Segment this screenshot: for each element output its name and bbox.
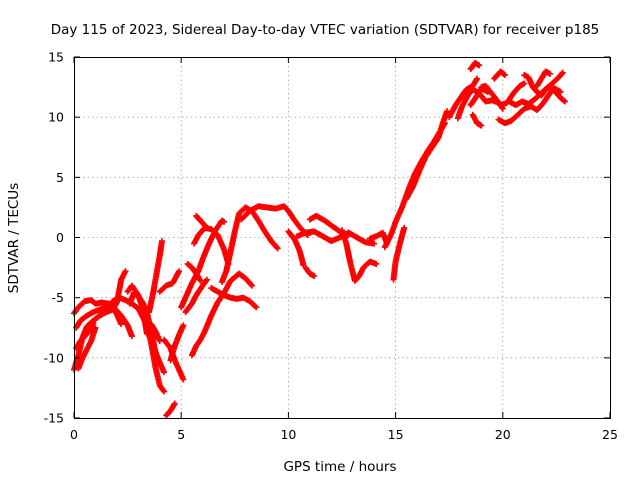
data-point: [253, 304, 260, 311]
y-tick-label: -15: [44, 411, 64, 426]
data-point: [273, 244, 280, 251]
data-track: [124, 282, 163, 344]
y-tick-label: 5: [56, 170, 64, 185]
data-point: [180, 322, 187, 329]
data-point: [203, 223, 210, 230]
data-track: [469, 111, 485, 129]
data-point: [180, 376, 187, 383]
data-track: [403, 108, 451, 202]
data-track: [534, 68, 553, 89]
data-point: [197, 277, 204, 284]
data-track: [193, 212, 210, 231]
y-axis-title: SDTVAR / TECUs: [6, 183, 22, 293]
data-track: [302, 264, 318, 280]
data-track: [75, 324, 99, 372]
data-track: [167, 322, 187, 364]
data-point: [118, 321, 125, 328]
data-point: [161, 388, 168, 395]
data-track: [184, 260, 204, 284]
data-point: [444, 108, 451, 115]
data-point: [561, 98, 568, 105]
y-tick-label: 0: [56, 230, 64, 245]
data-point: [500, 71, 507, 78]
data-point: [248, 281, 255, 288]
data-point: [171, 400, 178, 407]
data-point: [158, 238, 165, 245]
data-point: [559, 69, 566, 76]
data-track: [182, 276, 210, 316]
data-point: [92, 324, 99, 331]
y-tick-label: 15: [48, 50, 64, 65]
data-points: [71, 60, 568, 419]
data-track: [156, 268, 183, 295]
data-point: [345, 232, 352, 239]
data-track: [491, 68, 508, 82]
data-track: [339, 227, 380, 284]
data-point: [128, 333, 135, 340]
data-point: [203, 224, 210, 231]
data-track: [191, 224, 232, 267]
data-track: [390, 224, 408, 283]
data-point: [252, 303, 259, 310]
data-point: [373, 260, 380, 267]
data-track: [146, 238, 165, 316]
x-tick-label: 25: [602, 427, 618, 442]
data-track: [238, 203, 311, 239]
data-track: [285, 228, 307, 269]
data-point: [478, 122, 485, 129]
grid: [74, 57, 610, 418]
data-point: [311, 273, 318, 280]
data-point: [161, 369, 168, 376]
data-point: [401, 224, 408, 231]
data-point: [476, 62, 483, 69]
data-track: [467, 60, 483, 73]
axis-ticks: 0 5 10 15 20 25 -15 -10 -5 0 5 10 15: [44, 50, 618, 443]
x-tick-label: 0: [70, 427, 78, 442]
data-point: [521, 80, 528, 87]
data-point: [122, 268, 129, 275]
data-track: [188, 270, 255, 359]
data-point: [546, 70, 553, 77]
data-point: [203, 276, 210, 283]
data-track: [218, 204, 281, 286]
data-point: [474, 75, 481, 82]
data-point: [156, 337, 163, 344]
x-tick-label: 10: [280, 427, 296, 442]
data-track: [306, 212, 352, 239]
data-point: [274, 245, 281, 252]
data-point: [558, 70, 565, 77]
y-tick-label: -10: [44, 350, 64, 365]
data-track: [178, 217, 228, 311]
data-point: [501, 72, 508, 79]
x-tick-label: 5: [177, 427, 185, 442]
data-point: [221, 218, 228, 225]
data-point: [248, 282, 255, 289]
data-point: [90, 319, 97, 326]
data-track: [163, 400, 178, 419]
x-tick-label: 15: [388, 427, 404, 442]
data-point: [176, 268, 183, 275]
y-tick-label: -5: [52, 290, 64, 305]
chart-title: Day 115 of 2023, Sidereal Day-to-day VTE…: [51, 22, 600, 38]
data-track: [208, 285, 260, 311]
data-point: [560, 97, 567, 104]
data-point: [371, 240, 378, 247]
data-track: [521, 69, 566, 99]
x-axis-title: GPS time / hours: [283, 459, 396, 475]
y-tick-label: 10: [48, 110, 64, 125]
x-tick-label: 20: [495, 427, 511, 442]
